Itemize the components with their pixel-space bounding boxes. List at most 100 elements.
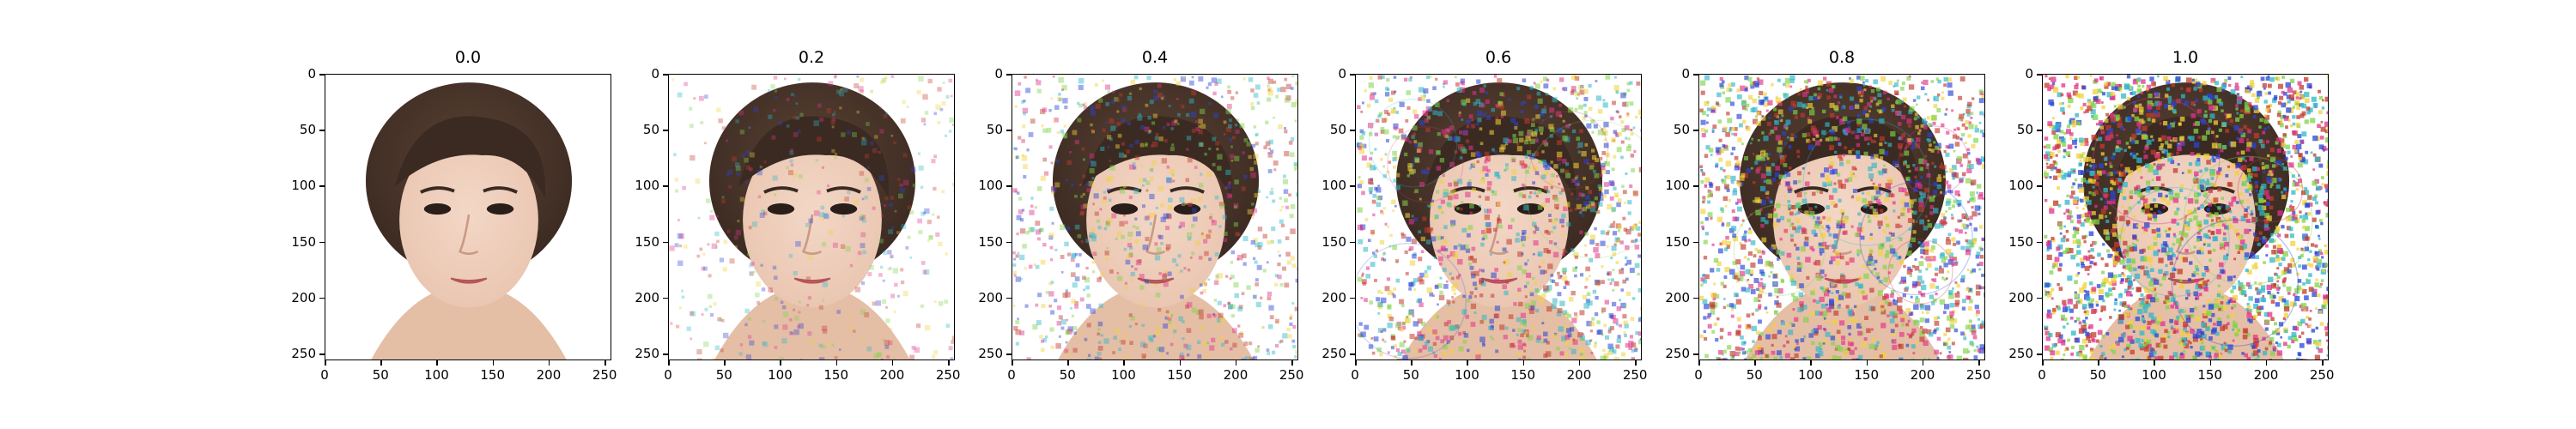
image-axes <box>1698 74 1985 360</box>
right-brow <box>1170 186 1205 194</box>
y-tick-label: 100 <box>1321 178 1346 194</box>
panel-title: 0.4 <box>1141 48 1169 67</box>
y-tick-label: 50 <box>1329 122 1346 138</box>
x-tick-label: 250 <box>1622 367 1648 383</box>
x-tick <box>1067 360 1069 366</box>
x-tick <box>1123 360 1125 366</box>
y-tick-label: 200 <box>2008 289 2033 305</box>
x-tick <box>1810 360 1812 366</box>
x-tick-label: 200 <box>1566 367 1592 383</box>
panel-title: 0.6 <box>1485 48 1512 67</box>
right-eye <box>1173 203 1201 215</box>
x-tick-label: 0 <box>1694 367 1703 383</box>
y-tick-label: 200 <box>635 289 659 305</box>
right-brow <box>1513 186 1548 194</box>
y-tick-label: 200 <box>1321 289 1346 305</box>
y-tick-label: 50 <box>1673 122 1690 138</box>
x-tick <box>1411 360 1413 366</box>
panel-title: 0.8 <box>1828 48 1856 67</box>
y-tick-label: 200 <box>1665 289 1690 305</box>
y-tick-label: 0 <box>994 66 1003 82</box>
x-tick <box>1355 360 1357 366</box>
right-eye <box>486 203 514 215</box>
y-tick-label: 150 <box>1321 233 1346 250</box>
x-tick <box>1467 360 1468 366</box>
y-tick-label: 250 <box>2008 346 2033 362</box>
fringe <box>394 116 546 198</box>
x-tick <box>325 360 326 366</box>
face-image <box>2043 75 2328 360</box>
x-tick-label: 150 <box>1854 367 1880 383</box>
x-tick <box>1635 360 1637 366</box>
neck-shoulders <box>371 287 567 360</box>
y-tick <box>1693 130 1698 131</box>
x-tick-label: 100 <box>768 367 793 383</box>
image-axes <box>1355 74 1642 360</box>
mouth <box>450 277 488 284</box>
y-tick <box>663 353 668 355</box>
y-tick <box>319 241 325 244</box>
x-tick-label: 0 <box>1007 367 1016 383</box>
y-tick <box>1693 74 1698 76</box>
y-tick-label: 100 <box>2008 178 2033 194</box>
y-tick-label: 0 <box>1338 66 1346 82</box>
left-eye <box>1110 203 1139 215</box>
x-tick <box>835 360 838 366</box>
y-tick-label: 150 <box>291 233 316 250</box>
x-tick <box>1179 360 1182 366</box>
x-tick-label: 100 <box>424 367 449 383</box>
fringe <box>1425 116 1577 198</box>
y-tick <box>2037 353 2042 355</box>
mouth <box>793 277 831 284</box>
y-tick-label: 250 <box>978 346 1003 362</box>
y-tick <box>1350 74 1355 76</box>
nose <box>801 214 823 256</box>
y-tick <box>319 130 325 131</box>
right-brow <box>826 186 861 194</box>
x-tick-label: 150 <box>1510 367 1536 383</box>
y-tick <box>663 185 668 187</box>
x-tick <box>2154 360 2155 366</box>
nose <box>458 214 479 256</box>
y-tick-label: 200 <box>291 289 316 305</box>
y-tick-label: 0 <box>307 66 316 82</box>
x-tick <box>891 360 894 366</box>
x-tick <box>436 360 438 366</box>
x-tick-label: 50 <box>372 367 389 383</box>
y-tick <box>1350 297 1355 299</box>
face-image <box>1012 75 1297 360</box>
y-tick <box>1693 353 1698 355</box>
y-tick <box>1006 353 1012 355</box>
x-tick <box>2265 360 2268 366</box>
x-tick-label: 100 <box>1455 367 1479 383</box>
x-tick <box>605 360 606 366</box>
noise-overlay <box>1012 75 1297 360</box>
y-tick <box>1693 241 1698 244</box>
x-tick <box>1922 360 1924 366</box>
y-tick-label: 0 <box>651 66 659 82</box>
x-tick-label: 50 <box>1746 367 1763 383</box>
y-tick-label: 250 <box>291 346 316 362</box>
mouth <box>1137 277 1175 284</box>
image-axes <box>2042 74 2329 360</box>
x-tick-label: 150 <box>823 367 849 383</box>
x-tick-label: 0 <box>2038 367 2046 383</box>
x-tick-label: 100 <box>1111 367 1136 383</box>
right-brow <box>483 186 518 194</box>
left-eye <box>1454 203 1482 215</box>
y-tick <box>2037 297 2042 299</box>
x-tick-label: 0 <box>320 367 329 383</box>
x-tick-label: 250 <box>1279 367 1304 383</box>
y-tick <box>1006 297 1012 299</box>
left-brow <box>1794 186 1829 194</box>
y-tick-label: 250 <box>635 346 659 362</box>
noise-overlay <box>1699 75 1984 360</box>
noise-overlay <box>669 75 954 360</box>
left-eye <box>423 203 452 215</box>
y-tick <box>1350 130 1355 131</box>
y-tick-label: 250 <box>1665 346 1690 362</box>
y-tick-label: 0 <box>1681 66 1690 82</box>
y-tick <box>2037 74 2042 76</box>
y-tick <box>1006 185 1012 187</box>
